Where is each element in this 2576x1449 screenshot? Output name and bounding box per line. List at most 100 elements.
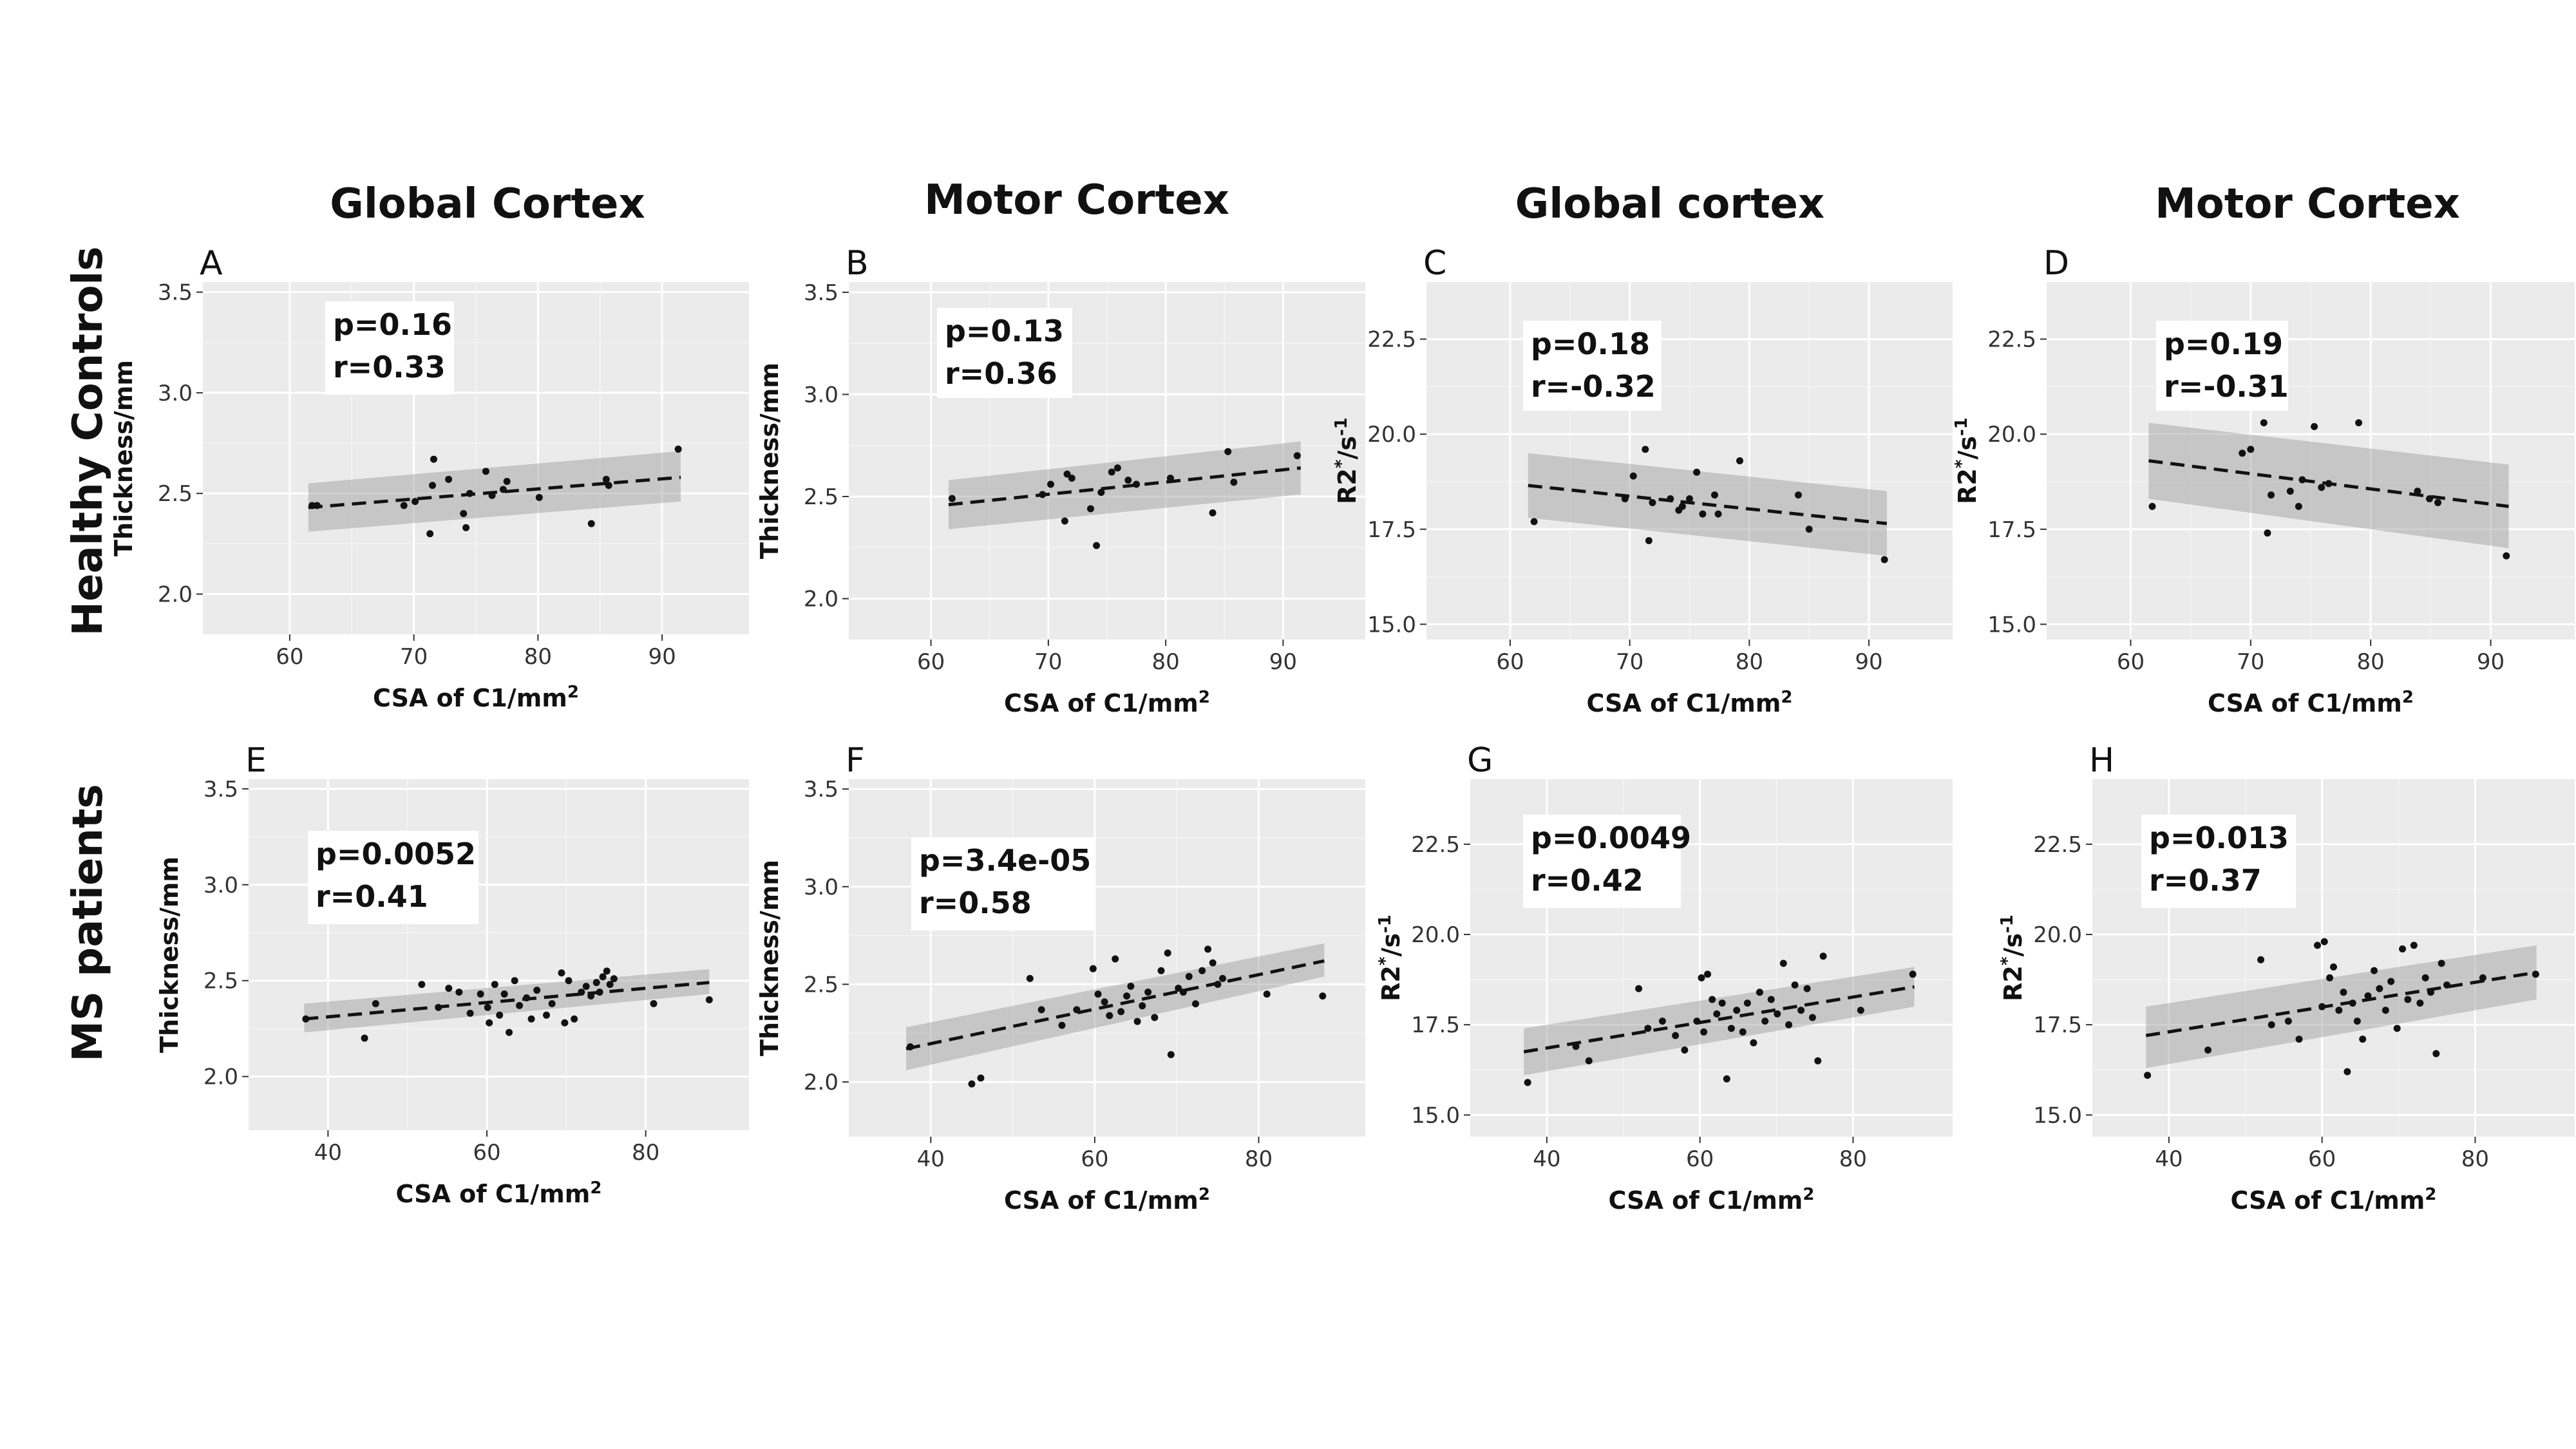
data-point (1756, 989, 1763, 996)
data-point (2247, 446, 2255, 453)
x-tick-label: 40 (1533, 1146, 1560, 1172)
data-point (2349, 999, 2356, 1007)
data-point (2359, 1036, 2367, 1043)
data-point (1073, 1006, 1081, 1014)
data-point (523, 994, 531, 1002)
data-point (1649, 498, 1656, 506)
data-point (1761, 1018, 1769, 1025)
data-point (1093, 542, 1101, 549)
panel-g: 40 60 80 15.0 17.5 20.0 22.5 Gp=0.0049 r=0.42 CSA… (1376, 741, 1953, 1215)
p-value: p=0.19 (2164, 327, 2283, 361)
data-point (1819, 952, 1827, 960)
x-axis-label-sup: 2 (590, 1179, 601, 1198)
data-point (2268, 491, 2275, 499)
data-point (2427, 989, 2434, 996)
y-tick-label: 22.5 (1411, 832, 1460, 858)
stats-box (2141, 815, 2296, 908)
data-point (466, 489, 473, 497)
data-point (2387, 978, 2395, 985)
p-value: p=0.13 (945, 314, 1064, 348)
x-tick-label: 90 (2477, 649, 2505, 675)
y-tick-label: 17.5 (2033, 1012, 2082, 1038)
data-point (1791, 981, 1799, 989)
y-tick-label: 3.0 (804, 875, 838, 900)
y-tick-label: 20.0 (1987, 422, 2036, 448)
regression-line (948, 466, 1302, 507)
p-value: p=0.0049 (1531, 820, 1691, 855)
data-point (1101, 998, 1108, 1006)
x-tick-label: 80 (1736, 649, 1763, 675)
y-tick-label: 2.0 (158, 582, 193, 607)
y-tick-label: 2.5 (804, 972, 838, 998)
data-point (1094, 990, 1102, 998)
data-point (1263, 990, 1271, 998)
data-point (592, 979, 600, 987)
data-point (400, 502, 408, 509)
data-point (533, 987, 541, 994)
data-point (2284, 1018, 2292, 1025)
x-tick-label: 60 (1686, 1146, 1714, 1172)
y-tick-label: 22.5 (1987, 327, 2036, 353)
data-point (2438, 960, 2445, 967)
y-tick-label: 17.5 (1411, 1012, 1460, 1038)
y-tick-label: 20.0 (1367, 422, 1416, 448)
y-axis-label: R2*/s-1 (1332, 417, 1361, 504)
r-value: r=0.37 (2149, 863, 2262, 898)
data-point (1880, 556, 1888, 564)
panel-letter: E (245, 741, 267, 780)
x-axis-label-text: CSA of C1/mm (373, 684, 567, 712)
data-point (2148, 502, 2156, 510)
data-point (1774, 1010, 1781, 1018)
data-point (486, 1019, 493, 1027)
x-axis-label-sup: 2 (1803, 1185, 1814, 1204)
data-point (1718, 999, 1726, 1007)
data-point (1209, 959, 1217, 967)
x-axis-label-text: CSA of C1/mm (1587, 689, 1781, 717)
data-point (1808, 1014, 1816, 1021)
x-tick-label: 40 (314, 1140, 342, 1166)
data-point (2364, 992, 2372, 999)
y-tick-label: 17.5 (1367, 517, 1416, 543)
data-point (1794, 491, 1802, 499)
regression-line (308, 475, 681, 509)
data-point (2503, 552, 2510, 560)
data-point (1635, 985, 1643, 992)
y-axis-label-text: Thickness/mm (755, 860, 784, 1056)
x-axis-label: CSA of C1/mm2 (1587, 688, 1793, 717)
y-tick-label: 3.0 (158, 381, 193, 406)
x-tick-label: 80 (632, 1140, 659, 1166)
data-point (2421, 974, 2429, 981)
data-point (1797, 1007, 1805, 1014)
y-tick-label: 22.5 (1367, 327, 1416, 353)
regression-line (2145, 971, 2537, 1037)
y-tick-label: 22.5 (2033, 832, 2082, 858)
data-point (548, 999, 556, 1007)
x-axis-label-text: CSA of C1/mm (1609, 1186, 1803, 1215)
data-point (2416, 999, 2424, 1007)
x-axis-label-sup: 2 (1198, 688, 1210, 707)
data-point (2325, 480, 2333, 488)
r-value: r=-0.32 (1531, 369, 1656, 404)
data-point (1157, 967, 1165, 974)
data-point (587, 520, 595, 527)
data-point (2399, 945, 2406, 952)
r-value: r=0.33 (333, 350, 446, 384)
x-axis-label: CSA of C1/mm2 (1004, 688, 1210, 717)
data-point (1814, 1057, 1822, 1065)
y-tick-label: 3.0 (204, 873, 238, 898)
x-tick-label: 80 (524, 644, 552, 670)
stats-box (2156, 321, 2288, 411)
data-point (565, 977, 573, 985)
x-axis-label-text: CSA of C1/mm (2231, 1186, 2425, 1215)
x-axis-label: CSA of C1/mm2 (2208, 688, 2414, 717)
data-point (606, 981, 614, 989)
data-point (1857, 1007, 1864, 1014)
x-tick-label: 60 (1496, 649, 1524, 675)
data-point (308, 502, 316, 509)
data-point (2318, 1003, 2326, 1010)
column-title-4: Motor Cortex (2155, 180, 2460, 228)
y-axis-label-exp: -1 (1332, 417, 1351, 436)
data-point (1629, 472, 1637, 480)
data-point (455, 989, 463, 996)
